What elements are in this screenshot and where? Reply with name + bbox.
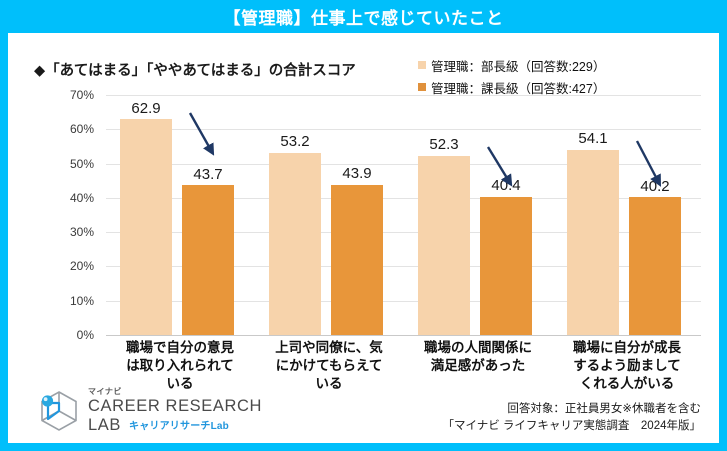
logo-bottom-row: LAB キャリアリサーチLab (88, 416, 288, 435)
y-tick-40: 40% (69, 190, 94, 205)
gridline-30 (106, 232, 701, 233)
source-note-line2: 「マイナビ ライフキャリア実態調査 2024年版」 (442, 420, 701, 432)
x-label-line: 職場に自分が成長 (573, 340, 681, 355)
x-label-category-1: 職場で自分の意見 は取り入れられて いる (106, 339, 254, 393)
grid-area: 62.9 43.7 53.2 43.9 52.3 40.4 (106, 95, 701, 336)
bar-value-kacho-1: 43.7 (193, 166, 223, 183)
plot-area: 70% 60% 50% 40% 30% 20% 10% 0% (26, 88, 701, 391)
gridline-baseline (106, 335, 701, 336)
legend-label-kacho: 管理職：課長級（回答数:427） (431, 81, 606, 96)
x-label-line: 職場で自分の意見 (126, 340, 234, 355)
bar-kacho-2[interactable] (331, 184, 383, 335)
x-label-line: するよう励まして (573, 358, 681, 373)
x-label-line: にかけてもらえて (275, 358, 383, 373)
x-label-category-2: 上司や同僚に、気 にかけてもらえて いる (255, 339, 403, 393)
page-title: 【管理職】仕事上で感じていたこと (223, 9, 504, 28)
legend-item-bucho: 管理職：部長級（回答数:229） (418, 55, 698, 75)
x-label-line: いる (315, 376, 343, 391)
bar-value-kacho-2: 43.9 (342, 165, 372, 182)
gridline-10 (106, 301, 701, 302)
x-label-line: 満足感があった (430, 358, 526, 373)
y-tick-60: 60% (69, 122, 94, 137)
bar-bucho-2[interactable] (269, 152, 321, 335)
bar-value-bucho-3: 52.3 (429, 136, 459, 153)
chart-legend: 管理職：部長級（回答数:229） 管理職：課長級（回答数:427） (418, 55, 698, 99)
logo-line-2: LAB (88, 416, 121, 434)
bar-value-bucho-2: 53.2 (280, 133, 310, 150)
bar-bucho-1[interactable] (120, 119, 172, 335)
legend-label-bucho: 管理職：部長級（回答数:229） (431, 59, 606, 74)
bar-group-3: 52.3 40.4 (404, 95, 552, 335)
bars-layer: 62.9 43.7 53.2 43.9 52.3 40.4 (106, 95, 701, 335)
x-label-line: くれる人がいる (579, 376, 675, 391)
x-label-line: いる (166, 376, 194, 391)
gridline-60 (106, 129, 701, 130)
legend-swatch-icon-kacho (418, 83, 426, 91)
bar-group-2: 53.2 43.9 (255, 95, 403, 335)
y-tick-50: 50% (69, 156, 94, 171)
bar-value-bucho-1: 62.9 (131, 100, 161, 117)
bar-group-4: 54.1 40.2 (553, 95, 701, 335)
gridline-70 (106, 95, 701, 96)
x-axis: 職場で自分の意見 は取り入れられて いる 上司や同僚に、気 にかけてもらえて い… (106, 339, 701, 399)
y-tick-20: 20% (69, 259, 94, 274)
y-axis: 70% 60% 50% 40% 30% 20% 10% 0% (26, 88, 100, 342)
x-label-line: 上司や同僚に、気 (275, 340, 383, 355)
legend-item-kacho: 管理職：課長級（回答数:427） (418, 77, 698, 97)
x-label-category-3: 職場の人間関係に 満足感があった (404, 339, 552, 375)
legend-swatch-icon-bucho (418, 61, 426, 69)
y-tick-10: 10% (69, 293, 94, 308)
x-label-line: 職場の人間関係に (424, 340, 532, 355)
bar-kacho-1[interactable] (182, 185, 234, 335)
chart-card: ◆「あてはまる」「ややあてはまる」の合計スコア 管理職：部長級（回答数:229）… (8, 33, 719, 443)
y-tick-70: 70% (69, 88, 94, 102)
bar-value-bucho-4: 54.1 (578, 130, 608, 147)
y-tick-0: 0% (76, 328, 94, 342)
bar-value-kacho-4: 40.2 (640, 178, 670, 195)
cube-logo-icon (41, 391, 77, 431)
bar-bucho-3[interactable] (418, 155, 470, 335)
bar-kacho-4[interactable] (629, 197, 681, 335)
y-tick-30: 30% (69, 225, 94, 240)
logo-subtitle: キャリアリサーチLab (129, 421, 229, 432)
logo-kana: マイナビ (88, 387, 122, 396)
x-label-line: は取り入れられて (126, 358, 234, 373)
bar-kacho-3[interactable] (480, 196, 532, 335)
chart-subtitle: ◆「あてはまる」「ややあてはまる」の合計スコア (34, 63, 356, 79)
gridline-20 (106, 266, 701, 267)
gridline-50 (106, 164, 701, 165)
logo-line-1: CAREER RESEARCH (88, 397, 263, 415)
header-bar: 【管理職】仕事上で感じていたこと (0, 0, 727, 33)
bar-group-1: 62.9 43.7 (106, 95, 254, 335)
source-note: 回答対象：正社員男女※休職者を含む 「マイナビ ライフキャリア実態調査 2024… (442, 401, 701, 435)
logo-text-block: マイナビ CAREER RESEARCH LAB キャリアリサーチLab (88, 387, 288, 435)
brand-logo: マイナビ CAREER RESEARCH LAB キャリアリサーチLab (36, 387, 286, 435)
gridline-40 (106, 198, 701, 199)
bar-bucho-4[interactable] (567, 149, 619, 335)
bar-value-kacho-3: 40.4 (491, 177, 521, 194)
source-note-line1: 回答対象：正社員男女※休職者を含む (507, 403, 701, 415)
x-label-category-4: 職場に自分が成長 するよう励まして くれる人がいる (553, 339, 701, 393)
